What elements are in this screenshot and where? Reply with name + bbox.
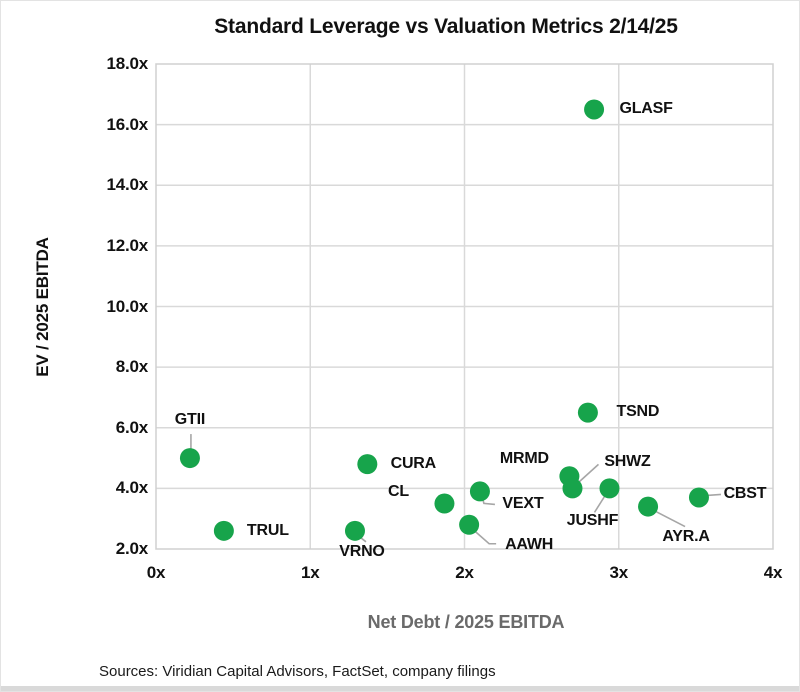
point-label-shwz: SHWZ bbox=[604, 453, 651, 471]
x-axis-title: Net Debt / 2025 EBITDA bbox=[367, 612, 565, 632]
scatter-point-ayra bbox=[638, 496, 659, 517]
y-tick-label: 8.0x bbox=[115, 357, 148, 377]
y-tick-label: 2.0x bbox=[115, 539, 148, 558]
point-label-mrmd: MRMD bbox=[499, 450, 549, 468]
plot-border bbox=[155, 63, 774, 550]
y-tick-label: 6.0x bbox=[115, 417, 148, 437]
point-label-cl: CL bbox=[387, 482, 409, 500]
point-label-cbst: CBST bbox=[723, 485, 767, 503]
point-label-gtii: GTII bbox=[174, 411, 206, 429]
point-label-glasf: GLASF bbox=[619, 100, 673, 118]
y-tick-label: 10.0x bbox=[106, 296, 148, 316]
y-tick-label: 4.0x bbox=[115, 478, 148, 498]
y-tick-label: 16.0x bbox=[106, 114, 148, 134]
y-tick-label: 12.0x bbox=[106, 235, 148, 255]
source-note: Sources: Viridian Capital Advisors, Fact… bbox=[99, 663, 496, 680]
scatter-point-trul bbox=[213, 520, 234, 541]
point-label-jushf: JUSHF bbox=[566, 512, 619, 530]
bottom-edge-strip bbox=[1, 686, 799, 691]
y-tick-label: 14.0x bbox=[106, 175, 148, 195]
chart-title: Standard Leverage vs Valuation Metrics 2… bbox=[214, 15, 678, 38]
x-tick-label: 4x bbox=[763, 563, 783, 582]
leader-line-cbst bbox=[706, 493, 722, 497]
point-label-tsnd: TSND bbox=[616, 402, 660, 420]
x-tick-label: 1x bbox=[300, 563, 320, 582]
point-label-cura: CURA bbox=[390, 455, 437, 473]
scatter-point-tsnd bbox=[577, 402, 598, 423]
scatter-point-vrno bbox=[344, 520, 365, 541]
x-tick-label: 2x bbox=[455, 563, 474, 582]
point-label-vrno: VRNO bbox=[339, 542, 385, 560]
scatter-point-cl bbox=[434, 493, 455, 514]
leader-line-ayra bbox=[651, 508, 686, 528]
scatter-point-vext bbox=[469, 481, 490, 502]
point-label-vext: VEXT bbox=[502, 495, 544, 513]
x-tick-label: 0x bbox=[146, 563, 166, 582]
leader-line-aawh bbox=[471, 528, 497, 545]
scatter-point-shwz bbox=[562, 478, 583, 499]
point-label-aawh: AAWH bbox=[505, 535, 554, 553]
point-label-ayra: AYR.A bbox=[662, 527, 710, 545]
scatter-point-jushf bbox=[599, 478, 620, 499]
y-tick-label: 18.0x bbox=[106, 54, 148, 73]
scatter-point-cbst bbox=[688, 487, 709, 508]
leader-line-shwz bbox=[576, 463, 600, 484]
scatter-point-aawh bbox=[459, 514, 480, 535]
x-tick-label: 3x bbox=[609, 563, 628, 582]
scatter-point-cura bbox=[357, 454, 378, 475]
point-label-trul: TRUL bbox=[246, 521, 289, 539]
scatter-point-glasf bbox=[584, 99, 605, 120]
scatter-point-gtii bbox=[179, 448, 200, 469]
